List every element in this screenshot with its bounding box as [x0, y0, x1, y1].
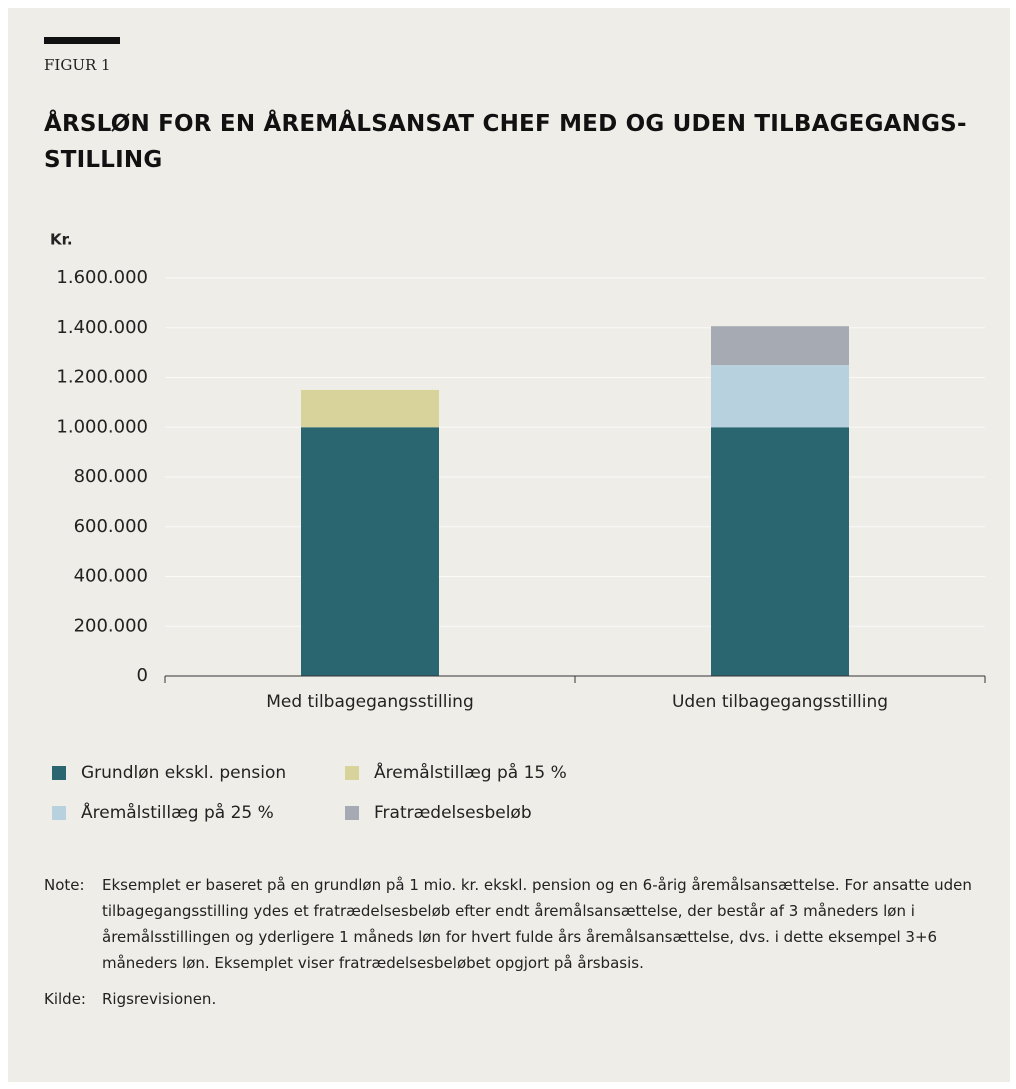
x-tick-label: Uden tilbagegangsstilling	[672, 692, 888, 712]
y-tick-label: 200.000	[74, 615, 148, 636]
legend-swatch	[345, 806, 359, 820]
bar-segment	[301, 389, 439, 428]
y-tick-label: 800.000	[74, 466, 148, 487]
note: Note: Eksemplet er baseret på en grundløn…	[44, 872, 984, 976]
notes: Note: Eksemplet er baseret på en grundløn…	[44, 872, 984, 1022]
source-text: Rigsrevisionen.	[102, 990, 217, 1008]
y-tick-label: 1.200.000	[56, 367, 148, 388]
legend-swatch	[345, 766, 359, 780]
source-label: Kilde:	[44, 990, 86, 1008]
legend-label: Åremålstillæg på 25 %	[81, 801, 274, 823]
legend-label: Grundløn ekskl. pension	[81, 763, 286, 783]
figure-label: FIGUR 1	[44, 56, 111, 74]
bar-segment	[711, 427, 849, 676]
y-tick-label: 1.400.000	[56, 317, 148, 338]
y-tick-label: 1.000.000	[56, 416, 148, 437]
chart-title: ÅRSLØN FOR EN ÅREMÅLSANSAT CHEF MED OG U…	[44, 111, 967, 173]
source: Kilde: Rigsrevisionen.	[44, 986, 984, 1012]
legend-swatch	[52, 766, 66, 780]
y-tick-label: 600.000	[74, 516, 148, 537]
legend-label: Fratrædelsesbeløb	[374, 803, 532, 823]
figure-bar	[44, 37, 120, 44]
note-text: Eksemplet er baseret på en grundløn på 1…	[102, 876, 972, 972]
bar-segment	[711, 326, 849, 366]
legend-label: Åremålstillæg på 15 %	[374, 761, 567, 783]
bar-segment	[301, 427, 439, 676]
chart: Kr. 0 200.000 400.000 600.000 800.000 1.000.00…	[50, 231, 986, 823]
note-label: Note:	[44, 876, 85, 894]
y-tick-label: 0	[137, 665, 148, 686]
bar-segment	[711, 365, 849, 428]
x-tick-label: Med tilbagegangsstilling	[266, 692, 474, 712]
y-tick-label: 400.000	[74, 566, 148, 587]
legend-swatch	[52, 806, 66, 820]
y-tick-label: 1.600.000	[56, 267, 148, 288]
y-axis-label: Kr.	[50, 231, 73, 249]
